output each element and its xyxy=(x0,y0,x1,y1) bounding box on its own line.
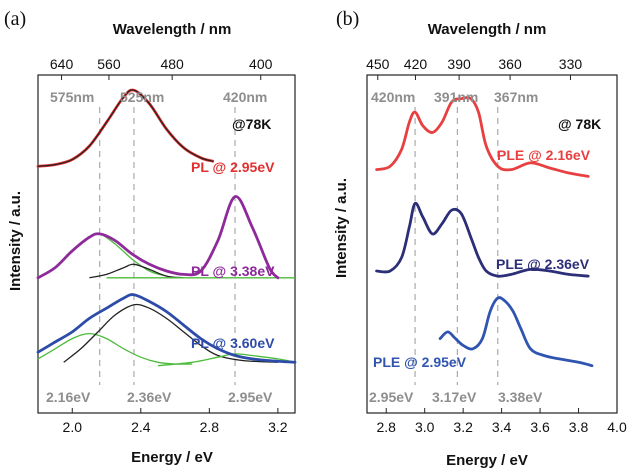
top-axis-title-b: Wavelength / nm xyxy=(428,21,547,38)
top-tick-label-b-4: 330 xyxy=(559,56,583,72)
top-tick-label-b-3: 360 xyxy=(498,56,522,72)
series-label-b-0: PLE @ 2.16eV xyxy=(497,147,591,163)
plot-frame-a xyxy=(37,74,296,414)
series-label-a-0: PL @ 2.95eV xyxy=(191,159,275,175)
fit-curve-a-5 xyxy=(157,353,296,367)
x-tick-label-b-1: 3.0 xyxy=(415,419,435,435)
series-label-a-1: PL @ 3.38eV xyxy=(191,263,275,279)
panel-label-b: (b) xyxy=(336,8,359,30)
reference-lines-b xyxy=(414,107,499,385)
ref-label-bottom-a-0: 2.16eV xyxy=(46,389,91,405)
ref-label-top-a-1: 525nm xyxy=(120,89,164,105)
x-ticks-a: 2.0 2.4 2.8 3.2 xyxy=(63,408,288,435)
top-tick-label-a-1: 560 xyxy=(97,56,121,72)
panel-label-a: (a) xyxy=(4,8,26,30)
x-tick-label-b-2: 3.2 xyxy=(453,419,473,435)
x-tick-label-a-0: 2.0 xyxy=(63,419,83,435)
fit-curve-a-1 xyxy=(89,263,184,279)
ref-label-bottom-a-2: 2.95eV xyxy=(228,389,273,405)
plot-area-b: 2.8 3.0 3.2 3.4 3.6 3.8 4.0 450 420 390 360 330 42… xyxy=(366,56,627,435)
x-tick-label-a-2: 2.8 xyxy=(200,419,220,435)
x-tick-label-b-6: 4.0 xyxy=(607,419,627,435)
ref-label-top-a-0: 575nm xyxy=(50,89,94,105)
x-tick-label-b-4: 3.6 xyxy=(530,419,550,435)
ref-label-top-b-0: 420nm xyxy=(371,89,415,105)
fit-curve-a-0 xyxy=(37,232,167,279)
fit-curves-a xyxy=(37,232,296,367)
top-tick-label-a-0: 640 xyxy=(50,56,74,72)
x-tick-label-b-0: 2.8 xyxy=(376,419,396,435)
top-axis-title-a: Wavelength / nm xyxy=(113,21,232,38)
top-ticks-a: 640 560 480 400 xyxy=(50,56,273,80)
series-label-b-1: PLE @ 2.36eV xyxy=(496,256,590,272)
x-axis-title-b: Energy / eV xyxy=(446,452,528,468)
ref-label-bottom-a-1: 2.36eV xyxy=(127,389,172,405)
series-line-a-1 xyxy=(37,89,214,167)
series-line-b-1 xyxy=(375,201,590,278)
y-axis-title-b: Intensity / a.u. xyxy=(333,178,350,278)
x-tick-label-a-3: 3.2 xyxy=(268,419,288,435)
fit-curve-a-4 xyxy=(63,303,278,363)
ref-label-bottom-b-2: 3.38eV xyxy=(498,389,543,405)
top-tick-label-a-3: 400 xyxy=(249,56,273,72)
series-line-a-3 xyxy=(36,293,297,364)
x-tick-label-b-3: 3.4 xyxy=(492,419,512,435)
series-line-b-0 xyxy=(375,96,590,178)
series-line-b-2 xyxy=(438,296,594,368)
top-ticks-b: 450 420 390 360 330 xyxy=(366,56,582,80)
top-tick-label-b-2: 390 xyxy=(447,56,471,72)
series-line-a-2 xyxy=(36,195,280,280)
temperature-label-b: @ 78K xyxy=(558,116,601,132)
temperature-label-a: @78K xyxy=(232,116,271,132)
series-label-a-2: PL @ 3.60eV xyxy=(191,335,275,351)
x-ticks-b: 2.8 3.0 3.2 3.4 3.6 3.8 4.0 xyxy=(376,408,627,435)
x-axis-title-a: Energy / eV xyxy=(131,449,213,466)
ref-label-bottom-b-0: 2.95eV xyxy=(369,389,414,405)
x-tick-label-b-5: 3.8 xyxy=(569,419,589,435)
plot-area-a: 2.0 2.4 2.8 3.2 640 560 480 400 575nm 525nm 42… xyxy=(36,56,297,435)
fit-curve-a-3 xyxy=(37,332,193,365)
series-label-b-2: PLE @ 2.95eV xyxy=(373,354,467,370)
top-tick-label-b-0: 450 xyxy=(366,56,390,72)
ref-label-top-b-2: 367nm xyxy=(494,89,538,105)
top-tick-label-a-2: 480 xyxy=(160,56,184,72)
ref-label-top-a-2: 420nm xyxy=(223,89,267,105)
plot-frame-b xyxy=(366,74,618,414)
series-b xyxy=(375,96,594,368)
series-a xyxy=(36,88,297,364)
x-tick-label-a-1: 2.4 xyxy=(131,419,151,435)
top-tick-label-b-1: 420 xyxy=(404,56,428,72)
reference-lines-a xyxy=(99,107,236,385)
y-axis-title-a: Intensity / a.u. xyxy=(7,191,24,291)
ref-label-bottom-b-1: 3.17eV xyxy=(432,389,477,405)
ref-label-top-b-1: 391nm xyxy=(434,89,478,105)
